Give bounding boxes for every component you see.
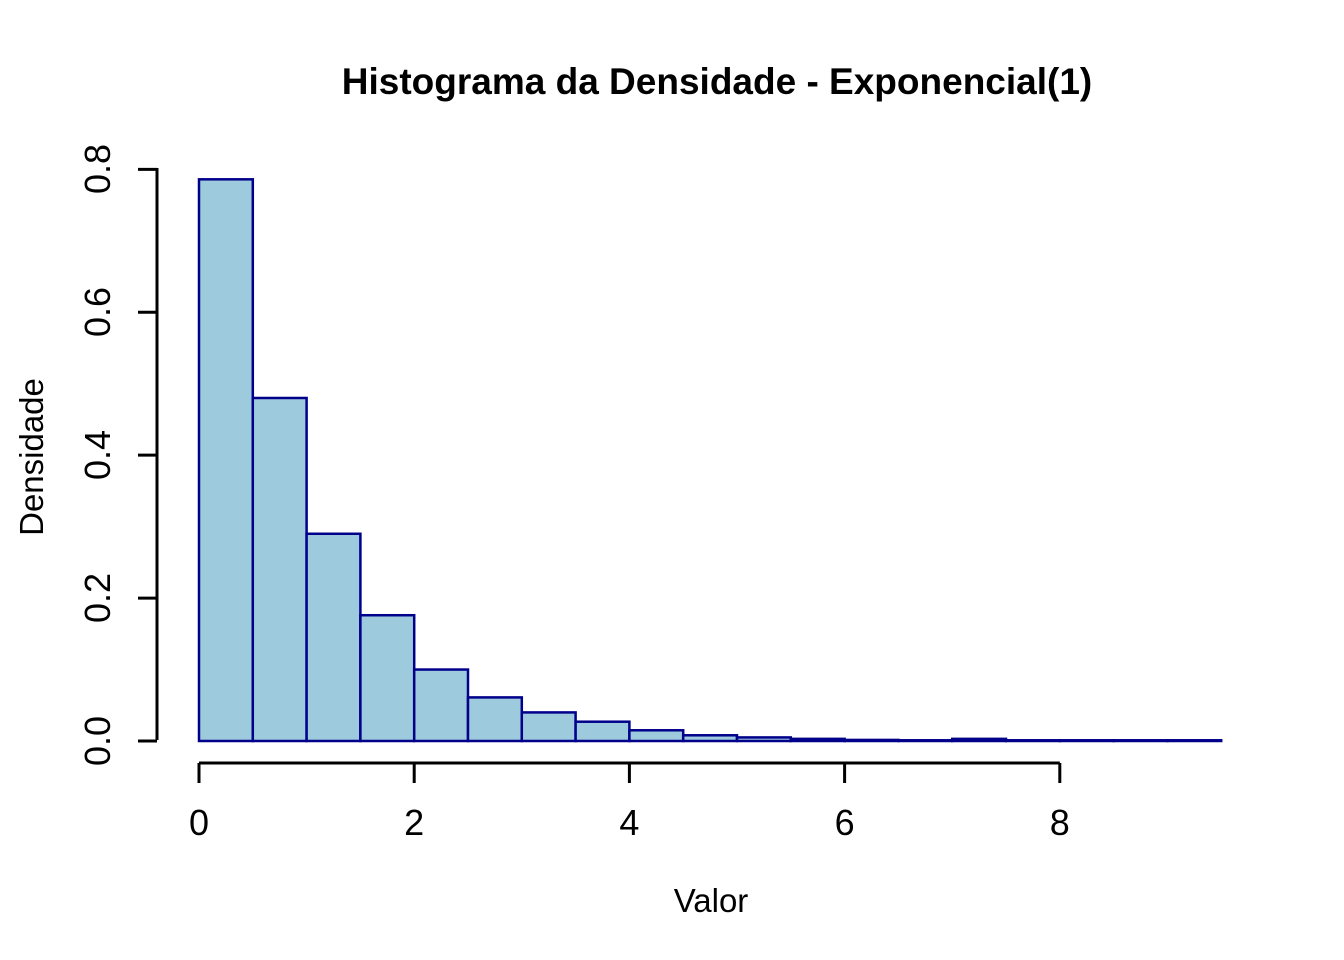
histogram-bar bbox=[843, 738, 900, 743]
histogram-bar bbox=[1166, 739, 1223, 743]
histogram-bar bbox=[1058, 739, 1115, 743]
x-tick-label: 2 bbox=[404, 802, 425, 843]
x-tick-label: 4 bbox=[619, 802, 640, 843]
histogram-bar bbox=[681, 734, 739, 743]
histogram-bar bbox=[305, 532, 362, 743]
x-tick-label: 0 bbox=[188, 802, 210, 843]
histogram-bar bbox=[412, 668, 470, 743]
histogram-bar bbox=[251, 396, 308, 743]
chart-title: Histograma da Densidade - Exponencial(1) bbox=[341, 61, 1093, 102]
histogram-bar bbox=[574, 720, 631, 743]
y-tick-label: 0.6 bbox=[77, 287, 118, 338]
x-tick-label: 6 bbox=[834, 802, 855, 843]
histogram-bar bbox=[197, 178, 255, 743]
histogram-bar bbox=[1004, 739, 1062, 743]
histogram-bar bbox=[1112, 739, 1169, 743]
x-axis-label: Valor bbox=[673, 882, 749, 919]
histogram-bar bbox=[897, 739, 954, 743]
histogram-bar bbox=[520, 711, 577, 743]
y-tick-label: 0.4 bbox=[77, 430, 118, 481]
histogram-bar bbox=[789, 737, 846, 743]
y-tick-label: 0.0 bbox=[77, 715, 118, 767]
histogram-bar bbox=[628, 729, 685, 743]
y-tick-label: 0.8 bbox=[77, 144, 118, 195]
y-tick-label: 0.2 bbox=[77, 573, 118, 624]
histogram-bar bbox=[950, 737, 1008, 743]
x-tick-label: 8 bbox=[1049, 802, 1070, 843]
y-axis-label: Densidade bbox=[13, 378, 50, 536]
histogram-bar bbox=[466, 696, 524, 743]
histogram-bar bbox=[735, 736, 793, 743]
histogram-bar bbox=[359, 613, 416, 743]
